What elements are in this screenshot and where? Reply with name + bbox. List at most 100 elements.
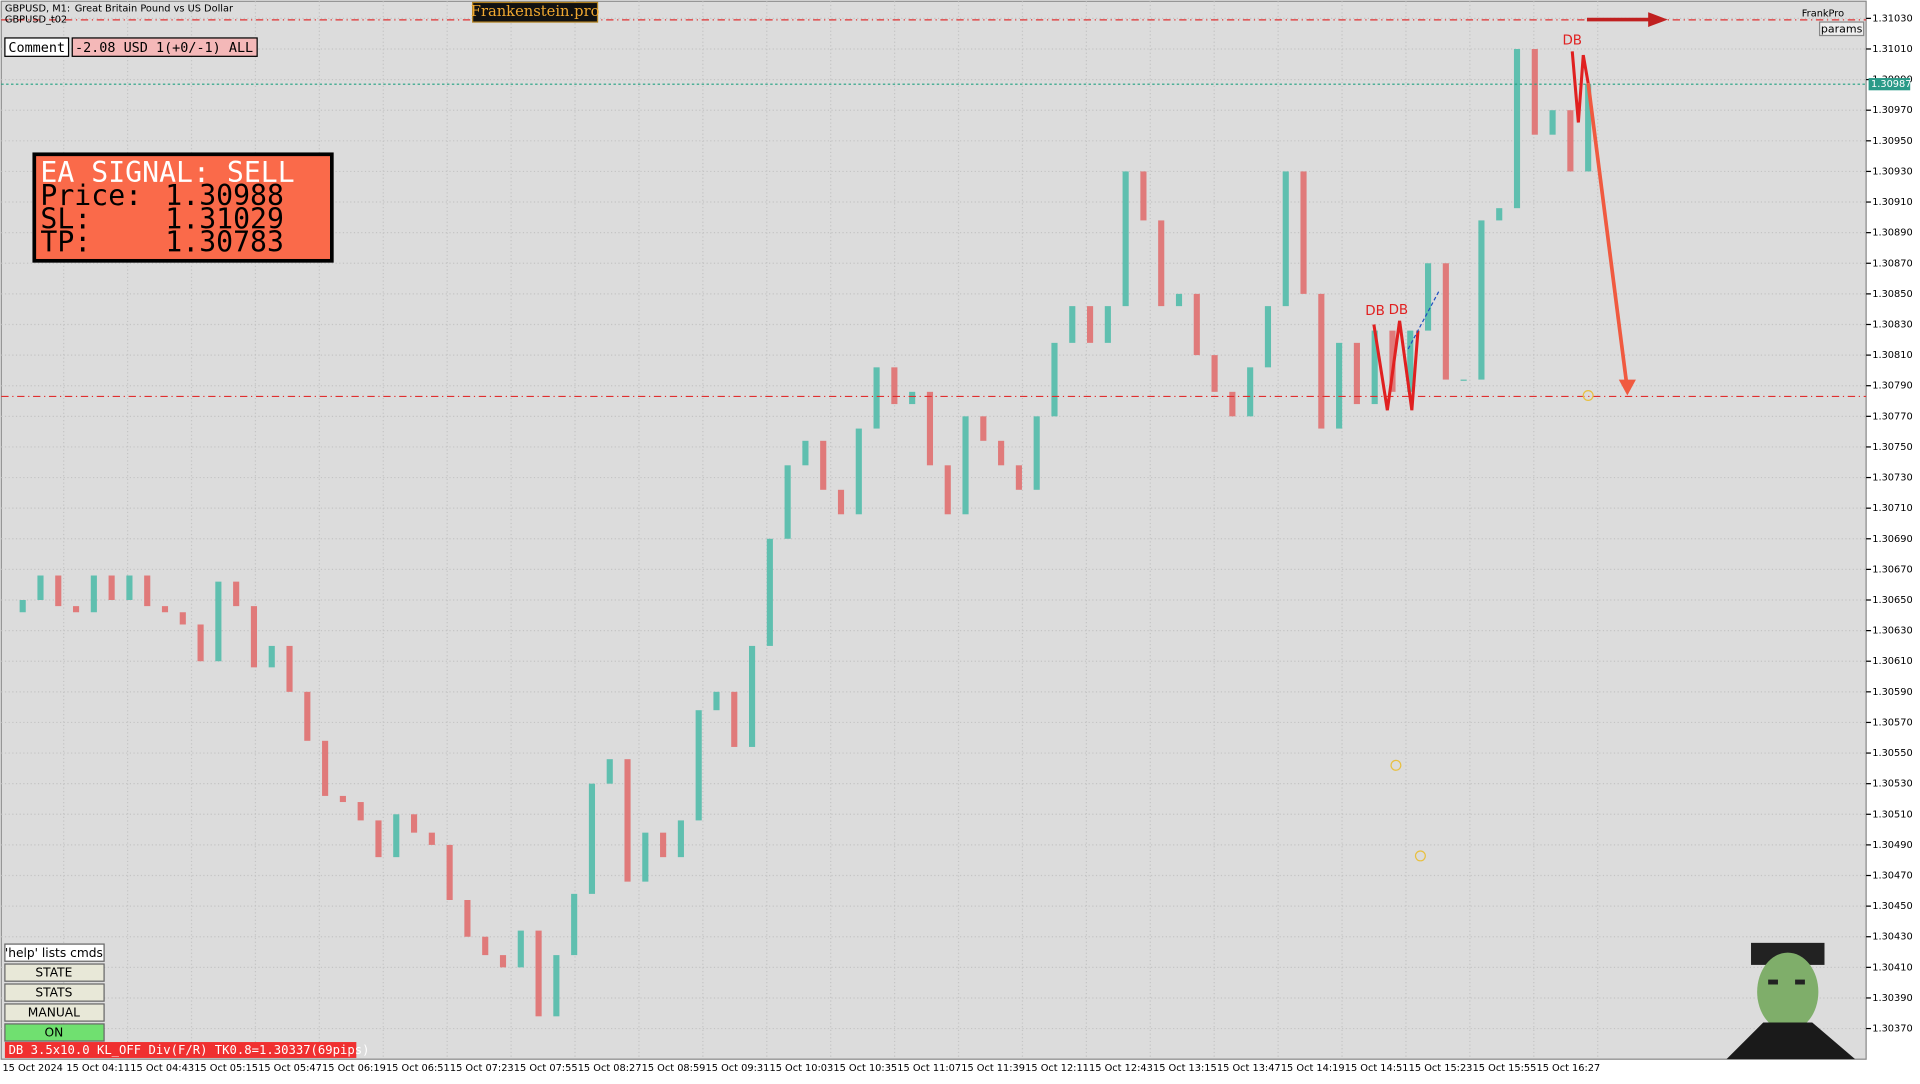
params[interactable]: params [1821, 22, 1863, 35]
candle [1407, 330, 1414, 392]
status: DB 3.5x10.0 KL_OFF Div(F/R) TK0.8=1.3033… [9, 1043, 370, 1057]
comment-value: -2.08 USD 1(+0/-1) ALL [75, 41, 253, 56]
y-tick-label: 1.30550 [1872, 748, 1912, 759]
pattern-zigzag [1570, 51, 1590, 123]
candle [1033, 416, 1040, 490]
candle [339, 795, 346, 803]
candle [677, 820, 684, 858]
candles [19, 48, 1592, 1017]
x-tick-label: 15 Oct 07:55 [514, 1063, 578, 1074]
button-label[interactable]: 'help' lists cmds [5, 946, 103, 960]
candle [1229, 391, 1236, 417]
candle [1336, 342, 1343, 429]
x-tick-label: 15 Oct 14:51 [1345, 1063, 1409, 1074]
x-tick-label: 15 Oct 16:27 [1536, 1063, 1600, 1074]
y-tick-label: 1.30930 [1872, 166, 1912, 177]
x-tick-label: 15 Oct 05:15 [194, 1063, 258, 1074]
candle [713, 691, 720, 711]
candle [517, 930, 524, 968]
button-label[interactable]: STATE [35, 966, 72, 980]
x-tick-label: 15 Oct 13:47 [1217, 1063, 1281, 1074]
button[interactable] [4, 1003, 105, 1022]
x-tick-label: 15 Oct 10:03 [769, 1063, 833, 1074]
candle [19, 600, 26, 613]
levels [1, 19, 1867, 398]
candle [571, 893, 578, 956]
comment-label: Comment [8, 41, 65, 56]
brand: Frankenstein.pro [471, 3, 600, 20]
y-tick-label: 1.30370 [1872, 1024, 1912, 1035]
x-tick-label: 15 Oct 08:59 [642, 1063, 706, 1074]
y-tick-label: 1.30670 [1872, 564, 1912, 575]
button[interactable] [4, 943, 105, 962]
x-tick-label: 15 Oct 05:47 [258, 1063, 322, 1074]
pattern-label: DB [1389, 303, 1409, 318]
y-tick-label: 1.30790 [1872, 381, 1912, 392]
signal-title: EA SIGNAL: SELL [40, 156, 294, 189]
y-tick-label: 1.30650 [1872, 595, 1912, 606]
marker [1414, 850, 1426, 862]
candle [304, 691, 311, 741]
y-tick-label: 1.30630 [1872, 626, 1912, 637]
candle [286, 645, 293, 692]
comment-value-box [71, 37, 258, 57]
candle [1264, 306, 1272, 368]
y-tick-label: 1.30950 [1872, 136, 1912, 147]
y-tick-label: 1.30450 [1872, 901, 1912, 912]
x-tick-label: 15 Oct 06:19 [322, 1063, 386, 1074]
candle [980, 416, 987, 441]
x-tick-label: 15 Oct 11:39 [961, 1063, 1025, 1074]
status-bar [4, 1042, 357, 1058]
candle [499, 955, 507, 968]
button[interactable] [4, 983, 105, 1002]
price-tag [1868, 78, 1911, 91]
marker [1390, 759, 1402, 771]
candle [837, 489, 845, 515]
y-tick-label: 1.30530 [1872, 779, 1912, 790]
y-tick-label: 1.30490 [1872, 840, 1912, 851]
pattern-label: DB [1365, 304, 1385, 319]
candle [588, 783, 596, 894]
tp-label: TP: [40, 226, 91, 259]
params-box[interactable] [1818, 21, 1865, 37]
sl-label: SL: [40, 202, 91, 235]
candle [606, 759, 613, 784]
candle [1389, 330, 1396, 392]
candle [1478, 220, 1485, 380]
candle [1051, 342, 1058, 417]
comment-label-box [4, 37, 70, 57]
button[interactable] [4, 963, 105, 982]
candle [1424, 263, 1432, 331]
x-tick-label: 15 Oct 06:51 [386, 1063, 450, 1074]
pattern-label: DB [1562, 33, 1582, 48]
candle [72, 606, 80, 613]
sub-symbol: GBPUSD_t02 [5, 15, 67, 26]
x-tick-label: 15 Oct 11:07 [897, 1063, 961, 1074]
button-label[interactable]: STATS [35, 986, 72, 1000]
candle [1122, 171, 1129, 307]
x-tick-label: 15 Oct 10:35 [833, 1063, 897, 1074]
y-tick-label: 1.30410 [1872, 962, 1912, 973]
signal-box [32, 152, 334, 263]
candle [37, 575, 44, 600]
candle [1300, 171, 1307, 294]
tp: 1.30783 [165, 226, 284, 259]
button[interactable] [4, 1023, 105, 1042]
marker [1582, 390, 1594, 402]
symbol: GBPUSD, M1: [5, 4, 70, 15]
button-label[interactable]: ON [44, 1026, 63, 1040]
price: 1.30988 [165, 179, 284, 212]
candle [1585, 84, 1592, 172]
candle [1442, 263, 1449, 380]
candle [215, 581, 222, 662]
candle [375, 820, 382, 858]
candle [108, 575, 115, 600]
price-tag-label: 1.30987 [1871, 79, 1911, 90]
y-tick-label: 1.30810 [1872, 350, 1912, 361]
button-label[interactable]: MANUAL [28, 1006, 80, 1020]
candle [624, 759, 631, 882]
candle [1086, 306, 1094, 343]
candle [55, 575, 62, 607]
